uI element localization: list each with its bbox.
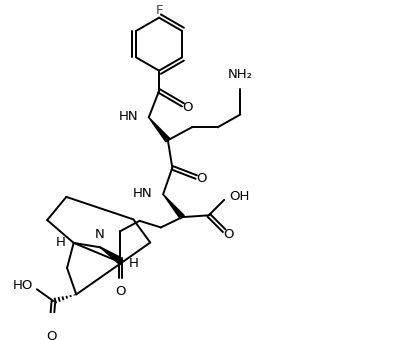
Text: O: O xyxy=(183,101,193,114)
Text: O: O xyxy=(224,228,234,241)
Text: O: O xyxy=(46,330,57,340)
Text: HN: HN xyxy=(133,187,153,200)
Text: N: N xyxy=(95,228,104,241)
Text: OH: OH xyxy=(229,190,250,203)
Text: O: O xyxy=(115,285,126,298)
Text: F: F xyxy=(155,4,163,17)
Polygon shape xyxy=(163,194,184,219)
Text: H: H xyxy=(56,236,66,249)
Text: HO: HO xyxy=(13,279,33,292)
Text: NH₂: NH₂ xyxy=(228,68,253,81)
Text: HN: HN xyxy=(119,110,139,123)
Polygon shape xyxy=(149,117,170,142)
Text: O: O xyxy=(196,172,206,185)
Text: H: H xyxy=(129,257,139,270)
Polygon shape xyxy=(100,247,123,265)
